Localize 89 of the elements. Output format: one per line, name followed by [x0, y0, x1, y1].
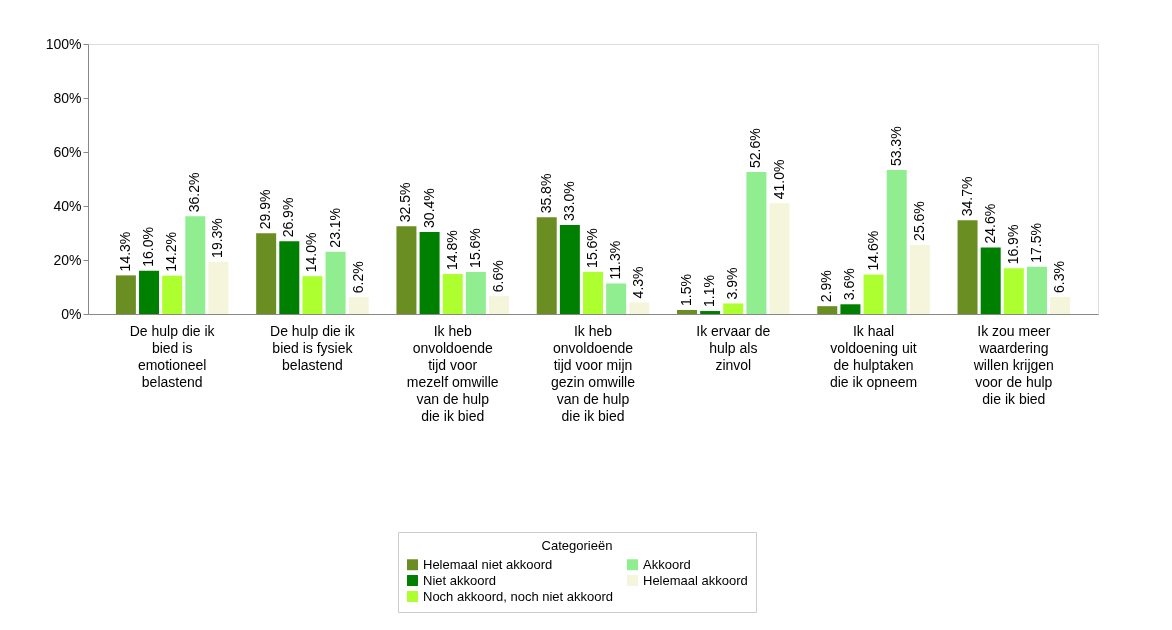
bar: [302, 276, 323, 314]
data-label: 23.1%: [326, 207, 343, 248]
x-tick-label: Ik zou meer waardering willen krijgen voor de hulp die ik bied: [972, 322, 1054, 407]
legend-label: Akkoord: [643, 556, 691, 572]
x-tick-label: De hulp die ik bied is fysiek belastend: [270, 322, 356, 373]
y-tick-label: 0%: [61, 305, 82, 322]
y-tick-label: 20%: [53, 251, 82, 268]
bar: [606, 283, 627, 314]
bar: [723, 303, 744, 314]
bar: [746, 171, 767, 314]
x-tick-label: Ik heb onvoldoende tijd voor mijn gezin omwille van de hulp die ik bied: [550, 322, 636, 424]
data-label: 14.0%: [303, 232, 320, 273]
bar: [957, 220, 978, 314]
y-tick-label: 60%: [53, 143, 82, 160]
data-label: 14.8%: [443, 230, 460, 271]
bar: [863, 274, 884, 314]
bar: [442, 274, 463, 314]
bar: [162, 275, 183, 314]
data-label: 11.3%: [607, 240, 624, 280]
data-label: 2.9%: [818, 270, 835, 303]
data-label: 19.3%: [209, 218, 226, 258]
data-label: 26.9%: [280, 197, 297, 238]
data-label: 14.6%: [864, 230, 881, 271]
data-label: 30.4%: [420, 188, 437, 228]
bar: [629, 302, 650, 314]
data-label: 15.6%: [584, 228, 600, 268]
y-tick-label: 40%: [53, 197, 82, 214]
legend-title: Categorieën: [541, 538, 613, 553]
legend-label: Noch akkoord, noch niet akkoord: [423, 588, 614, 604]
data-label: 24.6%: [981, 203, 998, 244]
bar: [419, 231, 440, 314]
x-tick-label: Ik heb onvoldoende tijd voor mezelf omwille van de hulp die ik bied: [406, 322, 499, 424]
data-label: 16.9%: [1004, 224, 1021, 265]
data-label: 29.9%: [257, 189, 274, 230]
data-label: 52.6%: [747, 128, 764, 168]
data-label: 1.5%: [678, 274, 694, 306]
bar: [886, 170, 907, 314]
bar: [769, 203, 790, 314]
legend-label: Helemaal akkoord: [643, 572, 748, 588]
bar: [185, 216, 206, 314]
bar: [817, 306, 838, 314]
bar: [208, 261, 229, 314]
bar: [536, 217, 557, 314]
bar: [1050, 296, 1071, 314]
legend-label: Helemaal niet akkoord: [423, 556, 553, 572]
data-label: 17.5%: [1027, 223, 1044, 263]
bar: [489, 296, 509, 314]
data-label: 14.2%: [163, 231, 180, 272]
bar: [348, 297, 369, 314]
data-label: 35.8%: [537, 173, 554, 214]
bar: [256, 233, 277, 314]
data-label: 41.0%: [770, 159, 787, 200]
data-label: 6.2%: [349, 261, 366, 294]
x-tick-label: De hulp die ik bied is emotioneel belastend: [129, 322, 216, 390]
bar: [139, 270, 160, 314]
bar: [700, 311, 721, 314]
data-label: 34.7%: [958, 176, 975, 217]
data-label: 32.5%: [397, 182, 414, 223]
data-label: 3.6%: [841, 268, 858, 301]
data-label: 6.3%: [1051, 261, 1068, 293]
data-label: 16.0%: [140, 227, 157, 267]
bar: [396, 226, 417, 314]
data-label: 33.0%: [560, 181, 577, 221]
bar: [1003, 268, 1024, 314]
legend-label: Niet akkoord: [423, 572, 496, 588]
bar: [840, 304, 861, 314]
bar: [115, 275, 136, 314]
x-tick-label: Ik ervaar de hulp als zinvol: [696, 322, 771, 373]
bar: [1026, 266, 1047, 314]
data-label: 1.1%: [701, 275, 718, 308]
bar: [325, 251, 346, 314]
data-label: 6.6%: [490, 260, 506, 293]
data-label: 4.3%: [630, 266, 647, 299]
bar: [909, 244, 930, 314]
data-label: 36.2%: [186, 172, 203, 213]
bar: [583, 271, 603, 314]
data-label: 3.9%: [724, 267, 741, 300]
data-label: 53.3%: [887, 126, 904, 167]
bar: [559, 224, 580, 314]
bar: [980, 247, 1001, 314]
y-tick-label: 80%: [53, 89, 82, 106]
x-tick-label: Ik haal voldoening uit de hulptaken die ik opneem: [829, 322, 918, 390]
data-label: 15.6%: [466, 228, 483, 268]
bar: [465, 271, 486, 314]
data-label: 25.6%: [910, 201, 927, 241]
data-label: 14.3%: [116, 231, 133, 272]
bar: [279, 241, 300, 314]
y-tick-label: 100%: [45, 35, 82, 52]
bar: [677, 309, 697, 314]
